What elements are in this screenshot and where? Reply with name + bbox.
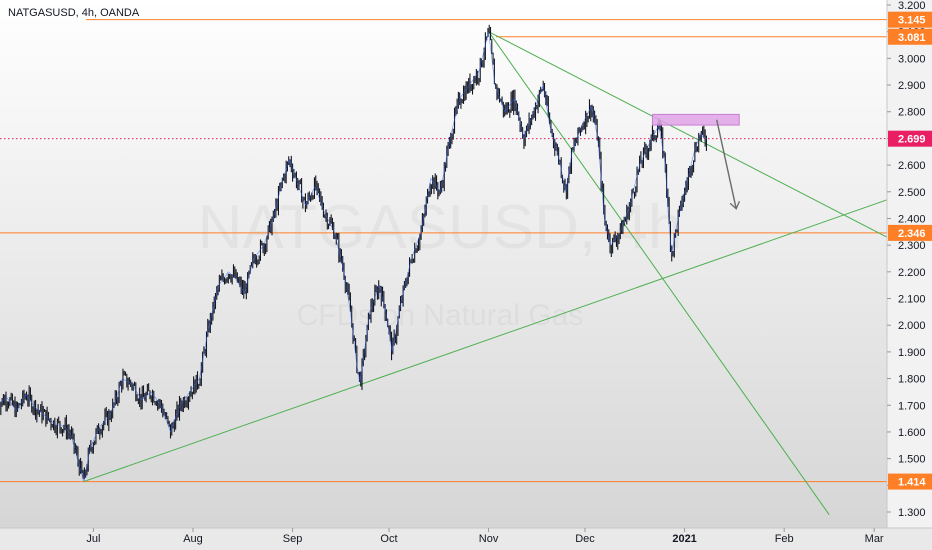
y-tick-label: 1.300 bbox=[898, 507, 926, 519]
x-tick-label: Sep bbox=[283, 533, 303, 545]
price-tag-label: 2.346 bbox=[898, 228, 926, 240]
watermark: NATGASUSD, 4hCFDs on Natural Gas bbox=[198, 193, 683, 332]
price-line bbox=[0, 31, 708, 482]
price-axis-panel[interactable] bbox=[887, 0, 932, 550]
y-tick-label: 2.300 bbox=[898, 240, 926, 252]
price-tag-label: 1.414 bbox=[898, 477, 926, 489]
y-tick-label: 2.500 bbox=[898, 187, 926, 199]
y-tick-label: 1.600 bbox=[898, 427, 926, 439]
y-tick-label: 2.800 bbox=[898, 107, 926, 119]
y-tick-label: 2.900 bbox=[898, 80, 926, 92]
y-tick-label: 2.200 bbox=[898, 267, 926, 279]
trendline-1 bbox=[83, 199, 888, 483]
price-tags: 3.145 3.081 2.346 1.414 2.699 bbox=[888, 11, 932, 490]
price-tag-3.081 bbox=[888, 28, 932, 45]
annotations bbox=[651, 113, 740, 208]
price-series bbox=[0, 24, 708, 482]
price-tag-2.699 bbox=[888, 130, 932, 147]
y-tick-label: 1.800 bbox=[898, 374, 926, 386]
x-tick-label: Aug bbox=[183, 533, 203, 545]
trendline-2 bbox=[488, 31, 888, 238]
y-tick-label: 2.600 bbox=[898, 160, 926, 172]
price-tag-2.346 bbox=[888, 224, 932, 241]
x-tick-label: Jul bbox=[86, 533, 100, 545]
y-tick-label: 3.200 bbox=[898, 0, 926, 12]
x-tick-label: Feb bbox=[775, 533, 794, 545]
projection-arrow bbox=[716, 119, 736, 208]
y-tick-label: 2.400 bbox=[898, 213, 926, 225]
x-tick-label: Nov bbox=[479, 533, 499, 545]
x-tick-label: Dec bbox=[575, 533, 595, 545]
resistance-zone bbox=[651, 113, 740, 126]
price-tag-label: 3.145 bbox=[898, 15, 926, 27]
y-tick-label: 1.900 bbox=[898, 347, 926, 359]
y-tick-label: 1.700 bbox=[898, 400, 926, 412]
chart-title: NATGASUSD, 4h, OANDA bbox=[8, 7, 140, 19]
price-tag-1.414 bbox=[888, 473, 932, 490]
trendlines bbox=[83, 31, 888, 515]
x-tick-label: 2021 bbox=[672, 533, 696, 545]
price-tag-3.145 bbox=[888, 11, 932, 28]
watermark-description: CFDs on Natural Gas bbox=[297, 299, 584, 332]
x-tick-label: Mar bbox=[865, 533, 884, 545]
price-tag-label: 3.081 bbox=[898, 32, 926, 44]
trendline-3 bbox=[488, 31, 830, 515]
price-tag-label: 2.699 bbox=[898, 134, 926, 146]
time-axis[interactable]: Jul Aug Sep Oct Nov Dec 2021 Feb Mar bbox=[0, 527, 932, 550]
y-tick-label: 2.000 bbox=[898, 320, 926, 332]
y-tick-label: 3.000 bbox=[898, 53, 926, 65]
y-tick-label: 2.100 bbox=[898, 294, 926, 306]
x-tick-label: Oct bbox=[380, 533, 397, 545]
horizontal-levels bbox=[0, 19, 887, 483]
time-axis-panel bbox=[0, 528, 932, 550]
y-tick-label: 1.500 bbox=[898, 454, 926, 466]
